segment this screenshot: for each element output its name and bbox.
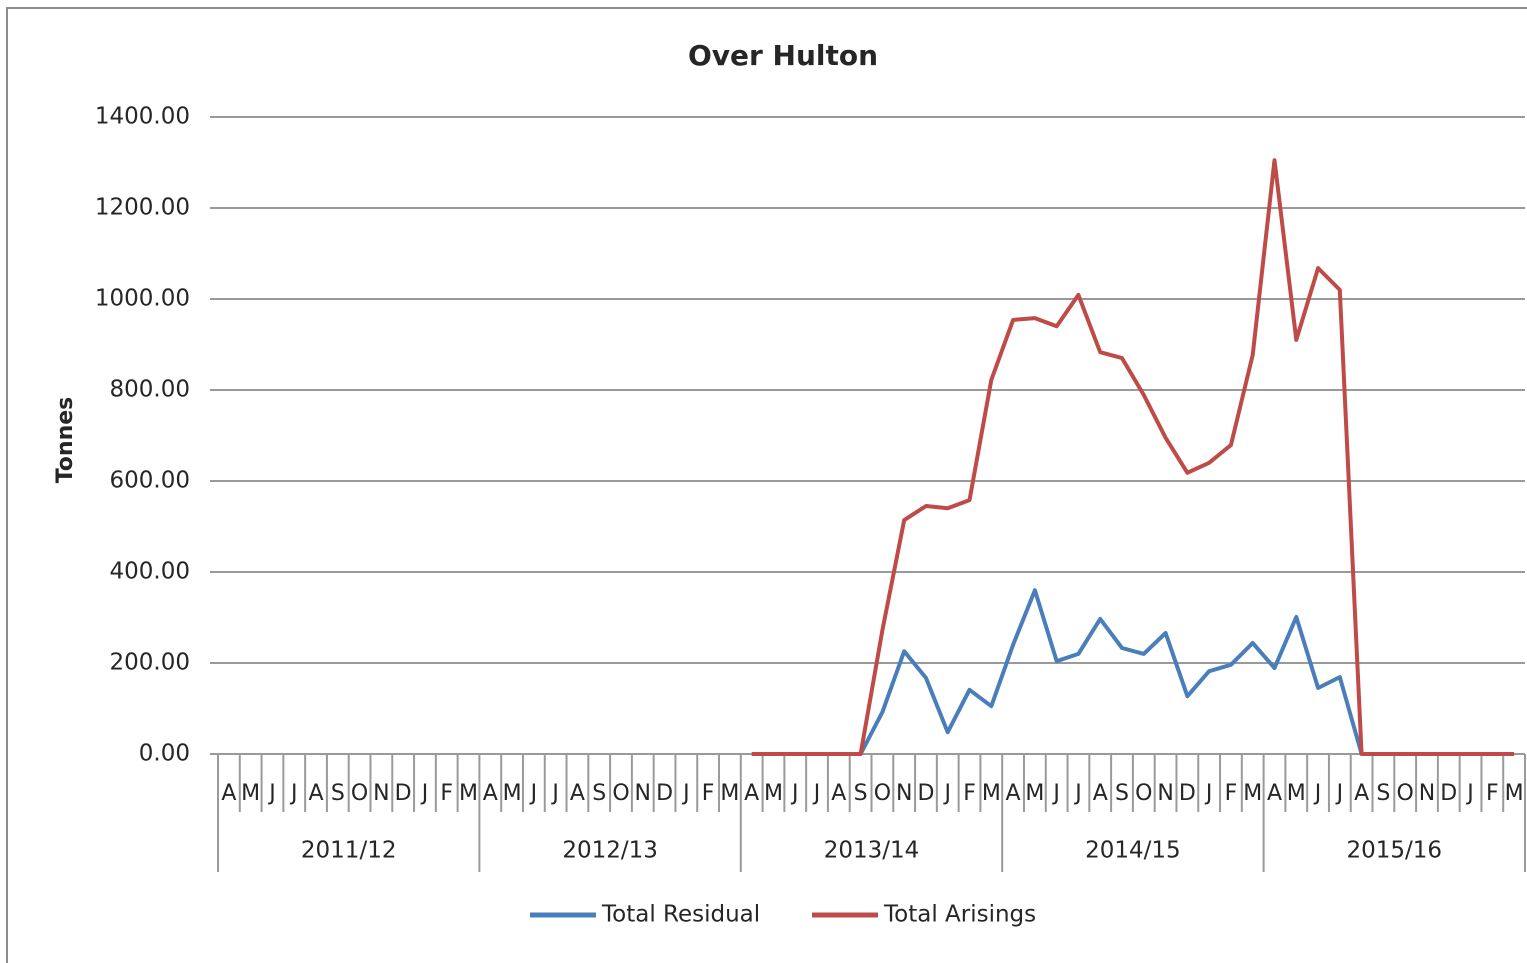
x-tick-label: D	[1179, 781, 1196, 806]
x-tick-label: A	[1006, 781, 1021, 806]
x-tick-label: N	[373, 781, 389, 806]
x-tick-label: J	[289, 781, 298, 806]
x-tick-label: S	[592, 781, 606, 806]
x-tick-label: J	[529, 781, 538, 806]
x-tick-label: M	[720, 781, 739, 806]
y-tick-label: 600.00	[110, 468, 190, 494]
x-tick-label: A	[831, 781, 846, 806]
x-tick-label: N	[635, 781, 651, 806]
x-tick-label: O	[351, 781, 368, 806]
series-line	[751, 158, 1515, 756]
x-tick-label: J	[790, 781, 799, 806]
x-tick-label: O	[874, 781, 891, 806]
x-tick-label: F	[702, 781, 715, 806]
x-tick-label: J	[1204, 781, 1213, 806]
y-axis-label: Tonnes	[53, 397, 78, 484]
x-tick-label: F	[963, 781, 976, 806]
x-tick-label: M	[1287, 781, 1306, 806]
y-tick-label: 1400.00	[95, 104, 190, 130]
x-tick-label: A	[1354, 781, 1369, 806]
x-tick-label: M	[764, 781, 783, 806]
x-tick-label: S	[331, 781, 345, 806]
x-tick-label: M	[1243, 781, 1262, 806]
x-tick-label: M	[503, 781, 522, 806]
x-tick-label: N	[896, 781, 912, 806]
x-group-label: 2011/12	[301, 838, 397, 864]
x-tick-label: O	[1135, 781, 1152, 806]
x-tick-label: J	[550, 781, 559, 806]
y-tick-label: 0.00	[139, 741, 190, 767]
x-tick-label: J	[420, 781, 429, 806]
legend-label: Total Arisings	[883, 902, 1036, 928]
x-tick-label: J	[681, 781, 690, 806]
x-tick-label: D	[656, 781, 673, 806]
x-tick-label: J	[812, 781, 821, 806]
x-tick-label: D	[1440, 781, 1457, 806]
x-tick-label: O	[1397, 781, 1414, 806]
x-tick-label: O	[612, 781, 629, 806]
x-group-label: 2014/15	[1085, 838, 1181, 864]
chart-title: Over Hulton	[688, 39, 878, 72]
x-tick-label: J	[1335, 781, 1344, 806]
y-tick-label: 200.00	[110, 650, 190, 676]
x-tick-label: J	[1051, 781, 1060, 806]
legend-label: Total Residual	[601, 902, 760, 928]
y-tick-label: 1000.00	[95, 286, 190, 312]
x-tick-label: A	[1093, 781, 1108, 806]
y-tick-label: 400.00	[110, 559, 190, 585]
y-tick-label: 1200.00	[95, 195, 190, 221]
x-tick-label: J	[267, 781, 276, 806]
x-group-label: 2015/16	[1347, 838, 1443, 864]
x-tick-label: J	[942, 781, 951, 806]
x-tick-label: A	[744, 781, 759, 806]
x-tick-label: N	[1157, 781, 1173, 806]
series-line	[858, 588, 1364, 755]
x-tick-label: A	[570, 781, 585, 806]
x-group-label: 2012/13	[562, 838, 658, 864]
x-tick-label: D	[395, 781, 412, 806]
x-tick-label: S	[854, 781, 868, 806]
x-tick-label: A	[483, 781, 498, 806]
x-tick-label: J	[1313, 781, 1322, 806]
x-tick-label: F	[440, 781, 453, 806]
x-tick-label: A	[308, 781, 323, 806]
x-tick-label: M	[241, 781, 260, 806]
x-tick-label: A	[221, 781, 236, 806]
x-tick-label: J	[1465, 781, 1474, 806]
x-tick-label: S	[1115, 781, 1129, 806]
x-tick-label: S	[1376, 781, 1390, 806]
x-tick-label: F	[1486, 781, 1499, 806]
x-tick-label: M	[1505, 781, 1524, 806]
y-tick-label: 800.00	[110, 377, 190, 403]
x-tick-label: M	[982, 781, 1001, 806]
x-tick-label: M	[459, 781, 478, 806]
x-tick-label: F	[1225, 781, 1238, 806]
x-tick-label: M	[1025, 781, 1044, 806]
x-tick-label: A	[1267, 781, 1282, 806]
x-tick-label: N	[1419, 781, 1435, 806]
x-tick-label: D	[917, 781, 934, 806]
x-group-label: 2013/14	[824, 838, 920, 864]
chart-frame	[6, 7, 1527, 963]
x-tick-label: J	[1073, 781, 1082, 806]
